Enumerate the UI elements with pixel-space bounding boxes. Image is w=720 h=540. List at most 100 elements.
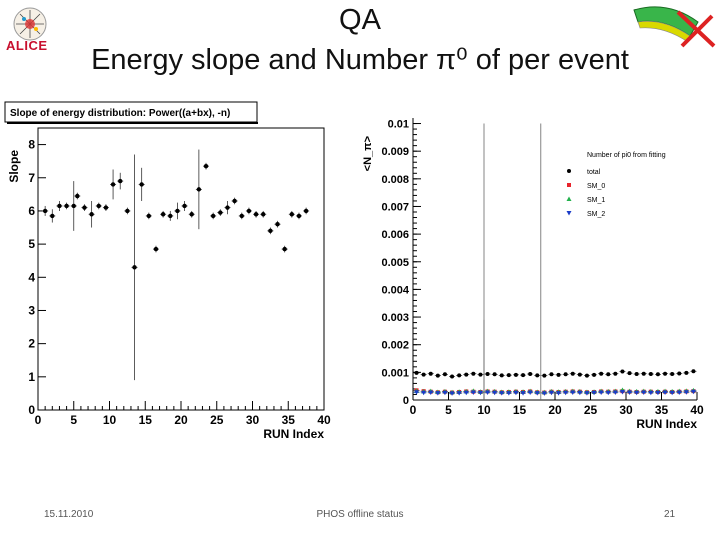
data-point-total <box>499 373 504 378</box>
data-point-sm_2 <box>506 391 512 396</box>
y-tick-label: 4 <box>28 270 35 284</box>
data-point-total <box>542 373 547 378</box>
data-point-sm_2 <box>563 390 569 396</box>
data-point <box>203 163 209 169</box>
data-point <box>239 213 244 219</box>
data-point-sm_2 <box>463 390 469 396</box>
data-point-total <box>592 372 597 377</box>
data-point-sm_2 <box>627 390 633 396</box>
data-point-sm_2 <box>577 390 583 396</box>
data-point <box>57 203 62 209</box>
data-point <box>182 203 187 209</box>
y-tick-label: 0.008 <box>381 174 409 186</box>
data-point-total <box>677 371 682 376</box>
data-point-total <box>450 374 455 379</box>
data-point-sm_2 <box>477 390 483 396</box>
data-point-sm_2 <box>598 390 604 396</box>
alice-logo-text: ALICE <box>6 38 48 53</box>
data-point-sm_2 <box>520 391 526 396</box>
y-tick-label: 0.003 <box>381 312 409 324</box>
y-tick-label: 7 <box>28 171 35 185</box>
y-tick-label: 0.006 <box>381 229 409 241</box>
data-point-total <box>549 372 554 377</box>
data-point <box>89 212 94 217</box>
data-point-total <box>634 372 639 377</box>
legend-marker <box>567 183 571 187</box>
data-point-sm_2 <box>442 390 448 396</box>
y-tick-label: 1 <box>28 370 35 384</box>
data-point-sm_2 <box>655 390 661 396</box>
data-point-sm_2 <box>662 390 668 396</box>
y-tick-label: 0.009 <box>381 146 409 158</box>
data-point-sm_2 <box>485 390 491 396</box>
data-point-sm_2 <box>690 389 696 395</box>
data-point-total <box>670 372 675 377</box>
data-point-total <box>606 372 611 377</box>
x-tick-label: 15 <box>513 403 527 417</box>
data-point-total <box>620 369 625 374</box>
data-point-total <box>414 370 419 375</box>
data-point-total <box>691 369 696 374</box>
data-point <box>253 212 259 217</box>
slide-title: QA <box>339 4 381 36</box>
plot-frame <box>37 127 325 411</box>
data-point-sm_2 <box>676 390 682 396</box>
data-point-total <box>577 372 582 377</box>
y-tick-label: 0.01 <box>388 119 409 131</box>
data-point-sm_2 <box>605 390 611 396</box>
data-point <box>160 212 166 217</box>
y-tick-label: 2 <box>28 337 35 351</box>
legend-label: total <box>587 169 601 176</box>
legend-marker <box>567 169 571 173</box>
data-point <box>96 203 101 209</box>
x-tick-label: 0 <box>410 403 417 417</box>
data-point <box>261 212 266 217</box>
y-tick-label: 0 <box>28 403 35 417</box>
y-axis-label: Slope <box>7 150 21 183</box>
data-point-total <box>457 373 462 378</box>
data-point <box>71 203 76 209</box>
data-point <box>232 198 237 204</box>
y-tick-label: 5 <box>28 237 35 251</box>
data-point-sm_2 <box>414 390 420 395</box>
data-point <box>175 208 180 214</box>
x-tick-label: 35 <box>282 413 296 427</box>
x-tick-label: 5 <box>70 413 77 427</box>
data-point <box>82 205 87 210</box>
data-point <box>225 205 230 210</box>
data-point-sm_2 <box>648 390 654 396</box>
data-point-total <box>485 372 490 377</box>
data-point-sm_2 <box>584 391 590 396</box>
data-point-total <box>521 373 526 378</box>
data-point-total <box>471 371 476 376</box>
data-point-total <box>421 372 426 377</box>
data-point <box>289 212 295 217</box>
legend-marker <box>566 211 572 216</box>
data-point-total <box>556 372 561 377</box>
data-point-sm_2 <box>570 390 576 396</box>
data-point-sm_2 <box>492 390 498 396</box>
data-point <box>64 203 69 209</box>
data-point <box>296 213 302 219</box>
y-axis-label: <N_π> <box>362 136 374 171</box>
data-point-sm_2 <box>456 391 462 396</box>
data-point-total <box>528 372 533 377</box>
data-point-sm_2 <box>612 390 618 396</box>
data-point <box>303 208 309 214</box>
data-point-total <box>648 372 653 377</box>
legend-label: SM_2 <box>587 211 605 218</box>
data-point <box>275 222 280 227</box>
data-point <box>139 182 144 187</box>
data-point <box>268 228 273 234</box>
y-tick-label: 0 <box>403 395 409 407</box>
x-tick-label: 35 <box>655 403 669 417</box>
data-point <box>125 208 130 214</box>
y-tick-label: 0.002 <box>381 340 409 352</box>
x-tick-label: 5 <box>445 403 452 417</box>
data-point-sm_2 <box>541 391 547 396</box>
data-point <box>210 213 216 219</box>
legend-title: Number of pi0 from fitting <box>587 152 666 159</box>
data-point-sm_2 <box>435 391 441 396</box>
x-axis-label: RUN Index <box>636 417 697 431</box>
x-tick-label: 0 <box>35 413 42 427</box>
